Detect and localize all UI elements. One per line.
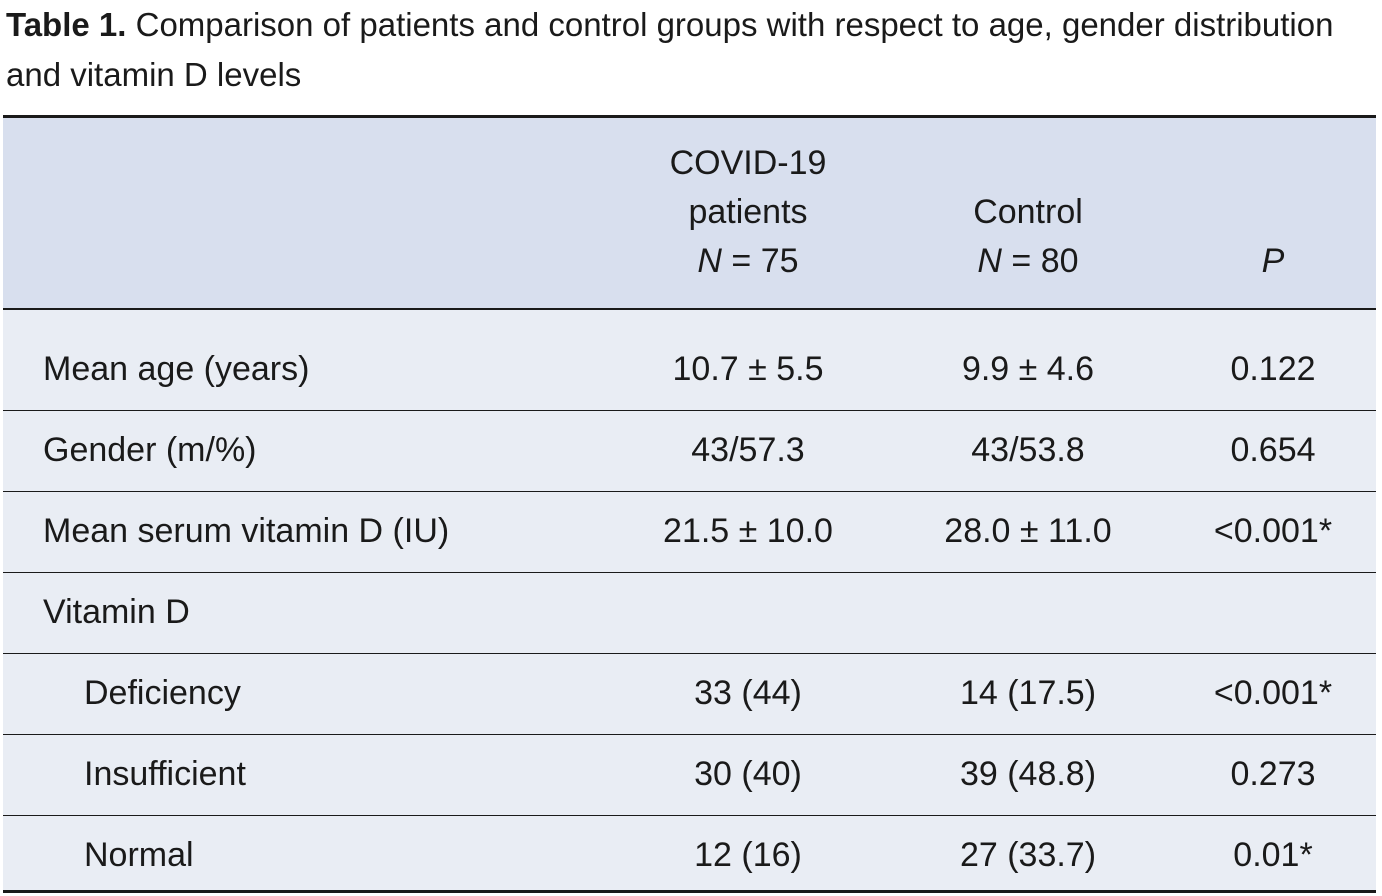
header-covid-n-symbol: N — [697, 242, 722, 280]
table-caption-label: Table 1. — [6, 6, 127, 43]
data-table: COVID-19 patients N = 75 Control N = 80 … — [3, 115, 1376, 893]
row-control-value: 9.9 ± 4.6 — [961, 350, 1095, 388]
table-row: Insufficient 30 (40) 39 (48.8) 0.273 — [3, 735, 1376, 816]
header-covid-n-value: = 75 — [721, 242, 799, 280]
header-covid-n: N = 75 — [613, 237, 883, 286]
row-control-value: 27 (33.7) — [959, 836, 1097, 874]
row-p-value: 0.122 — [1230, 350, 1316, 388]
row-control-value — [893, 573, 1163, 652]
table-row: Deficiency 33 (44) 14 (17.5) <0.001* — [3, 654, 1376, 735]
header-p-label: P — [1261, 242, 1285, 280]
row-control-value: 43/53.8 — [971, 431, 1085, 469]
row-label: Deficiency — [84, 674, 241, 712]
row-label: Normal — [84, 836, 194, 874]
table-row: Mean age (years) 10.7 ± 5.5 9.9 ± 4.6 0.… — [3, 330, 1376, 411]
table-row: Mean serum vitamin D (IU) 21.5 ± 10.0 28… — [3, 492, 1376, 573]
row-control-value: 28.0 ± 11.0 — [944, 512, 1112, 550]
table-row: Gender (m/%) 43/57.3 43/53.8 0.654 — [3, 411, 1376, 492]
row-covid-value: 30 (40) — [694, 755, 802, 793]
row-covid-value: 43/57.3 — [691, 431, 805, 469]
table-caption-text: Comparison of patients and control group… — [6, 6, 1334, 93]
row-label: Gender (m/%) — [43, 431, 257, 469]
row-p-value: <0.001* — [1213, 512, 1333, 550]
row-p-value: 0.01* — [1233, 836, 1313, 874]
table-row: Normal 12 (16) 27 (33.7) 0.01* — [3, 816, 1376, 893]
header-control: Control N = 80 — [893, 188, 1163, 286]
row-covid-value: 10.7 ± 5.5 — [672, 350, 824, 388]
row-label: Insufficient — [84, 755, 246, 793]
row-label: Vitamin D — [43, 593, 190, 631]
row-covid-value — [613, 573, 883, 652]
row-p-value — [1173, 573, 1373, 652]
header-control-n: N = 80 — [893, 237, 1163, 286]
header-p-value: P — [1173, 237, 1373, 286]
header-covid-line2: patients — [688, 193, 808, 231]
row-covid-value: 21.5 ± 10.0 — [663, 512, 833, 550]
table-header: COVID-19 patients N = 75 Control N = 80 … — [3, 115, 1376, 310]
header-control-n-symbol: N — [977, 242, 1002, 280]
table-row: Vitamin D — [3, 573, 1376, 654]
row-p-value: 0.654 — [1230, 431, 1316, 469]
row-covid-value: 12 (16) — [694, 836, 802, 874]
header-control-n-value: = 80 — [1001, 242, 1079, 280]
header-covid-line1: COVID-19 — [669, 144, 827, 182]
row-p-value: <0.001* — [1213, 674, 1333, 712]
row-control-value: 39 (48.8) — [959, 755, 1097, 793]
row-label: Mean age (years) — [43, 350, 310, 388]
row-label: Mean serum vitamin D (IU) — [43, 512, 450, 550]
row-p-value: 0.273 — [1230, 755, 1316, 793]
header-covid-patients: COVID-19 patients N = 75 — [613, 139, 883, 286]
row-control-value: 14 (17.5) — [959, 674, 1097, 712]
header-control-line1: Control — [973, 193, 1083, 231]
table-caption: Table 1. Comparison of patients and cont… — [6, 0, 1382, 100]
row-covid-value: 33 (44) — [694, 674, 802, 712]
